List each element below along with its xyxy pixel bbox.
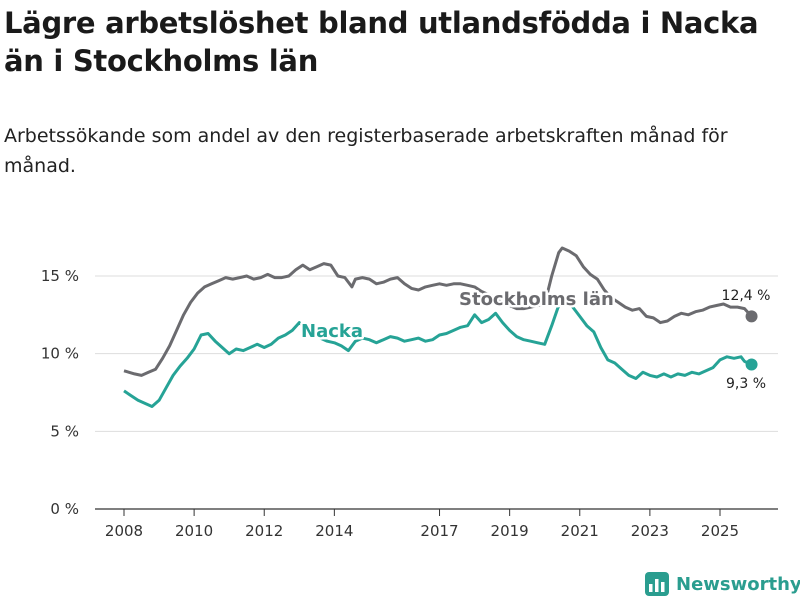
y-tick-label: 0 % (50, 500, 79, 518)
series-end-point-stockholm (745, 310, 758, 323)
chart-subtitle: Arbetssökande som andel av den registerb… (4, 125, 728, 177)
brand-name: Newsworthy (676, 573, 800, 595)
series-line-nacka (123, 299, 753, 408)
newsworthy-logo-icon (645, 572, 669, 596)
x-tick-label: 2012 (245, 522, 283, 540)
x-tick-label: 2017 (420, 522, 458, 540)
end-value-label-nacka: 9,3 % (726, 376, 766, 392)
x-tick-label: 2008 (105, 522, 143, 540)
x-tick-label: 2025 (701, 522, 739, 540)
y-tick-label: 5 % (50, 422, 79, 440)
x-tick-label: 2021 (561, 522, 599, 540)
chart-title: Lägre arbetslöshet bland utlandsfödda i … (4, 6, 759, 78)
series-end-point-nacka (745, 358, 758, 371)
brand-logo: Newsworthy (644, 570, 800, 598)
series-label-stockholm: Stockholms län (459, 289, 614, 310)
end-value-label-stockholm: 12,4 % (722, 288, 771, 304)
x-tick-label: 2014 (315, 522, 353, 540)
x-tick-label: 2010 (175, 522, 213, 540)
x-tick-label: 2019 (491, 522, 529, 540)
series-label-nacka: Nacka (301, 321, 363, 342)
series-line-stockholm (123, 246, 753, 377)
y-tick-label: 15 % (41, 267, 79, 285)
y-tick-label: 10 % (41, 345, 79, 363)
x-tick-label: 2023 (631, 522, 669, 540)
